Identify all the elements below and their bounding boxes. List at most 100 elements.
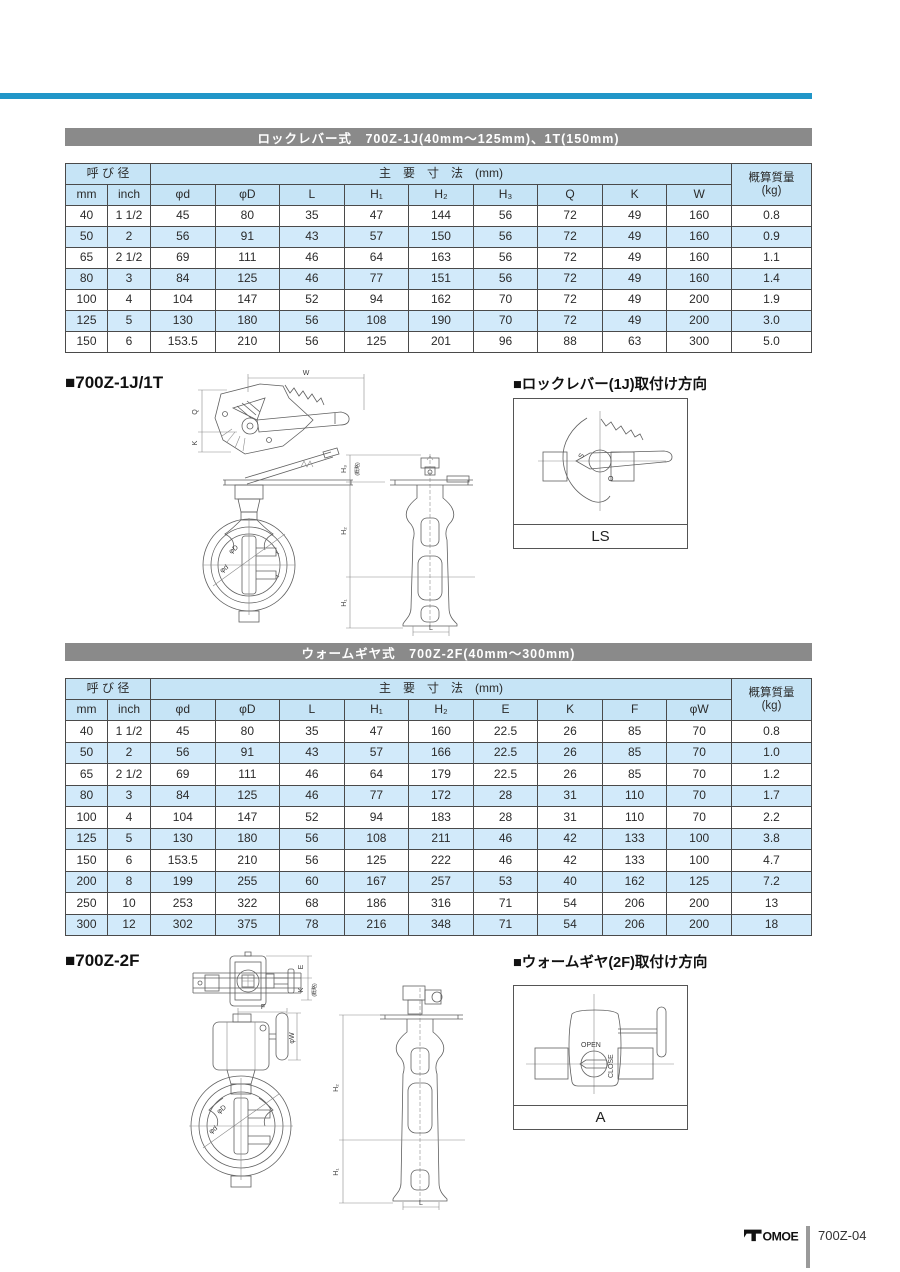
cell: 316 xyxy=(408,892,474,915)
footer-divider-bar xyxy=(806,1226,810,1268)
cell: 26 xyxy=(537,741,603,764)
cell: 1.2 xyxy=(731,763,812,786)
column-header: Q xyxy=(537,184,603,206)
cell: 1.7 xyxy=(731,784,812,807)
cell: 375 xyxy=(214,913,281,936)
cell: 70 xyxy=(472,310,539,332)
cell: 80 xyxy=(214,205,281,227)
lever-front-view: φD φd xyxy=(202,447,353,623)
column-header: K xyxy=(601,184,668,206)
cell: 56 xyxy=(472,205,539,227)
table-row: 50 2 56 91 43 57 166 22.5 26 85 70 1.0 xyxy=(65,741,812,764)
cell: 28 xyxy=(472,806,539,829)
cell: 160 xyxy=(666,226,732,248)
cell: 3.0 xyxy=(731,310,812,332)
cell: 64 xyxy=(343,763,410,786)
cell: 60 xyxy=(279,870,345,893)
mounting-box-ls-image: S O xyxy=(514,399,687,524)
table1-body: 40 1 1/2 45 80 35 47 144 56 72 49 160 0.8 50 2 56 91 43 5… xyxy=(65,205,812,353)
cell: 18 xyxy=(731,913,812,936)
cell: 65 xyxy=(65,763,108,786)
cell: 84 xyxy=(150,784,216,807)
cell: 211 xyxy=(408,827,474,850)
cell: 3.8 xyxy=(731,827,812,850)
cell: 49 xyxy=(601,310,668,332)
cell: 56 xyxy=(279,331,345,353)
cell: 91 xyxy=(214,226,281,248)
cell: 125 xyxy=(343,849,410,872)
cell: 49 xyxy=(601,226,668,248)
cell: 42 xyxy=(537,849,603,872)
cell: 0.8 xyxy=(731,205,812,227)
cell: 26 xyxy=(537,720,603,743)
cell: 108 xyxy=(343,827,410,850)
cell: 46 xyxy=(279,247,345,269)
cell: 40 xyxy=(537,870,603,893)
table2-body: 40 1 1/2 45 80 35 47 160 22.5 26 85 70 0.8 50 2 56 91 43… xyxy=(65,720,812,936)
cell: 200 xyxy=(666,310,732,332)
cell: 31 xyxy=(537,806,603,829)
worm-gear-illustration: OPEN CLOSE xyxy=(526,994,674,1094)
cell: 47 xyxy=(343,205,410,227)
cell: 153.5 xyxy=(150,849,216,872)
cell: 100 xyxy=(666,849,732,872)
table1-mass-line1: 概算質量 xyxy=(748,171,795,184)
table2-mass-line1: 概算質量 xyxy=(748,686,795,699)
column-header: L xyxy=(279,699,345,721)
column-header: H₁ xyxy=(343,184,410,206)
dim-h3: H₃ xyxy=(341,465,348,473)
table1-mass-line2: (kg) xyxy=(761,184,782,197)
table-row: 80 3 84 125 46 77 172 28 31 110 70 1.7 xyxy=(65,784,812,807)
approx-note-2: (概略) xyxy=(311,983,318,997)
cell: 130 xyxy=(150,827,216,850)
cell: 302 xyxy=(150,913,216,936)
column-header: L xyxy=(279,184,345,206)
column-header: E xyxy=(472,699,539,721)
cell: 147 xyxy=(214,806,281,829)
label-open: OPEN xyxy=(581,1042,601,1049)
cell: 72 xyxy=(537,310,603,332)
cell: 22.5 xyxy=(472,720,539,743)
dim-h2-2: H₂ xyxy=(333,1084,340,1092)
cell: 206 xyxy=(601,892,668,915)
cell: 46 xyxy=(279,268,345,290)
top-accent-rule xyxy=(0,93,812,99)
cell: 70 xyxy=(666,806,732,829)
section2-title: ウォームギヤ式 700Z-2F(40mm～300mm) xyxy=(301,646,576,661)
cell: 4 xyxy=(106,289,152,311)
section1-mounting-title: ■ロックレバー(1J)取付け方向 xyxy=(513,377,708,393)
cell: 80 xyxy=(65,784,108,807)
cell: 56 xyxy=(279,827,345,850)
dim-l-2: L xyxy=(419,1200,423,1207)
cell: 56 xyxy=(150,741,216,764)
cell: 111 xyxy=(214,247,281,269)
tomoe-logo-text: OMOE xyxy=(762,1230,798,1242)
table1-dims-group-header: 主 要 寸 法 (mm) xyxy=(150,163,732,185)
cell: 69 xyxy=(150,763,216,786)
cell: 52 xyxy=(279,806,345,829)
cell: 1 1/2 xyxy=(106,205,152,227)
table2-dims-group-header: 主 要 寸 法 (mm) xyxy=(150,678,732,700)
cell: 68 xyxy=(279,892,345,915)
cell: 255 xyxy=(214,870,281,893)
cell: 7.2 xyxy=(731,870,812,893)
cell: 5 xyxy=(106,310,152,332)
footer-doc-code: 700Z-04 xyxy=(818,1228,867,1243)
cell: 322 xyxy=(214,892,281,915)
column-header: F xyxy=(601,699,668,721)
column-header: φd xyxy=(150,699,216,721)
label-close: CLOSE xyxy=(608,1054,615,1078)
column-header: φd xyxy=(150,184,216,206)
cell: 71 xyxy=(472,913,539,936)
cell: 40 xyxy=(65,720,108,743)
cell: 125 xyxy=(65,310,108,332)
table-row: 40 1 1/2 45 80 35 47 160 22.5 26 85 70 0.8 xyxy=(65,720,812,743)
cell: 3 xyxy=(106,784,152,807)
column-header: K xyxy=(537,699,603,721)
cell: 54 xyxy=(537,892,603,915)
cell: 72 xyxy=(537,289,603,311)
cell: 300 xyxy=(666,331,732,353)
mounting-box-ls: S O LS xyxy=(513,398,688,549)
cell: 1.1 xyxy=(731,247,812,269)
